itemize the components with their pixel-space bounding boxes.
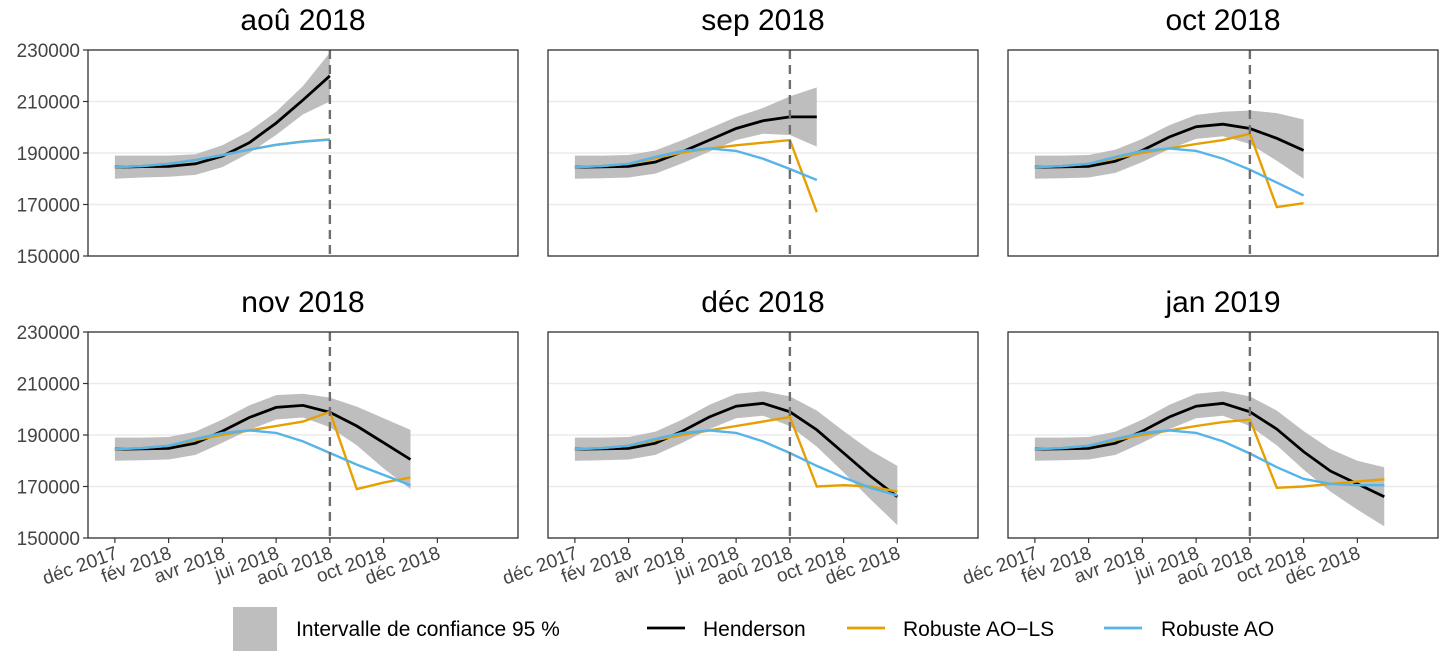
panel-title: aoû 2018 [240,4,365,37]
legend: Intervalle de confiance 95 % Henderson Rob… [233,607,1274,651]
panel-2: oct 2018 [1007,4,1439,257]
ao-line [574,429,898,497]
ao-line [1034,147,1305,197]
ci-band [114,393,411,490]
y-tick-label: 210000 [17,93,80,114]
y-tick-label: 230000 [17,323,80,344]
legend-swatch-ci [233,607,277,651]
ci-band [574,87,817,179]
y-tick-label: 190000 [17,144,80,165]
y-tick-label: 150000 [17,529,80,550]
ao-line [1034,429,1385,487]
henderson-line [1034,401,1385,499]
legend-label-ao: Robuste AO [1161,618,1274,641]
panel-border [1007,49,1439,257]
legend-label-ao-ls: Robuste AO−LS [903,618,1054,641]
panel-title: jan 2019 [1164,286,1280,319]
ao-line [574,147,818,182]
henderson-line [1034,122,1305,169]
y-tick-label: 230000 [17,41,80,62]
y-tick-label: 210000 [17,375,80,396]
panel-title: sep 2018 [701,4,824,37]
panel-border [1007,331,1439,539]
y-tick-label: 170000 [17,478,80,499]
ci-band [574,391,898,526]
ao-line [114,138,330,169]
panel-0: aoû 2018 150000 170000 190000 210000 230000 [17,4,519,268]
y-tick-label: 150000 [17,247,80,268]
henderson-line [114,403,412,461]
legend-label-ci: Intervalle de confiance 95 % [296,618,560,641]
henderson-line [574,115,817,169]
y-tick-label: 170000 [17,196,80,217]
y-tick-label: 190000 [17,426,80,447]
panel-border [547,49,979,257]
panel-title: oct 2018 [1165,4,1280,37]
panel-title: nov 2018 [241,286,364,319]
panel-title: déc 2018 [701,286,824,319]
panel-1: sep 2018 [547,4,979,257]
panel-3: nov 2018150000170000190000210000230000dé… [17,286,519,590]
legend-label-henderson: Henderson [703,618,806,641]
ao-line [114,429,411,487]
henderson-line [574,401,899,498]
panel-border [547,331,979,539]
